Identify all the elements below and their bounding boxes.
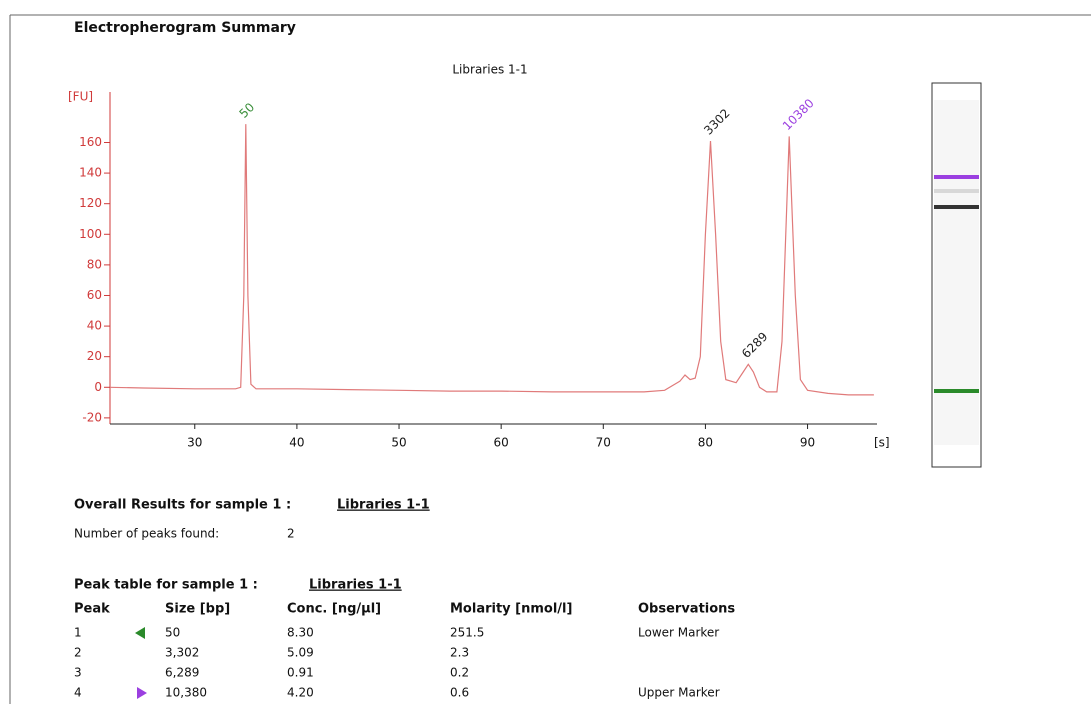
x-tick-label: 30 <box>187 436 202 450</box>
y-tick-label: 40 <box>87 319 102 333</box>
x-tick-label: 40 <box>289 436 304 450</box>
y-axis-label: [FU] <box>68 90 93 104</box>
y-tick-label: 20 <box>87 349 102 363</box>
peak-label: 3302 <box>701 106 732 137</box>
column-header: Peak <box>74 602 110 617</box>
column-header: Observations <box>638 602 735 617</box>
page: Electropherogram Summary Libraries 1-1 O… <box>0 0 1091 704</box>
table-cell: 0.2 <box>450 666 469 680</box>
x-axis-label: [s] <box>874 436 890 450</box>
x-tick-label: 70 <box>596 436 611 450</box>
peaks-value: 2 <box>287 527 295 541</box>
overall-heading: Overall Results for sample 1 : <box>74 498 291 513</box>
table-sample: Libraries 1-1 <box>309 578 402 593</box>
table-cell: 2 <box>74 646 82 660</box>
column-header: Conc. [ng/µl] <box>287 602 381 617</box>
table-cell: 2.3 <box>450 646 469 660</box>
column-header: Size [bp] <box>165 602 230 617</box>
table-cell: 8.30 <box>287 626 314 640</box>
peaks-label: Number of peaks found: <box>74 527 219 541</box>
table-cell: 6,289 <box>165 666 199 680</box>
chart-title: Libraries 1-1 <box>452 63 527 77</box>
x-tick-label: 80 <box>698 436 713 450</box>
table-cell: 0.6 <box>450 686 469 700</box>
column-header: Molarity [nmol/l] <box>450 602 572 617</box>
page-title: Electropherogram Summary <box>74 20 296 36</box>
x-tick-label: 50 <box>391 436 406 450</box>
y-tick-label: 160 <box>79 135 102 149</box>
peak-label: 6289 <box>739 329 770 360</box>
y-tick-label: 80 <box>87 257 102 271</box>
gel-lane <box>932 83 981 467</box>
table-cell: Upper Marker <box>638 686 720 700</box>
y-tick-label: 60 <box>87 288 102 302</box>
y-tick-label: 0 <box>94 380 102 394</box>
y-tick-label: -20 <box>82 410 102 424</box>
table-cell: 1 <box>74 626 82 640</box>
x-tick-label: 90 <box>800 436 815 450</box>
upper-marker-icon <box>137 687 147 699</box>
x-tick-label: 60 <box>494 436 509 450</box>
y-tick-label: 140 <box>79 166 102 180</box>
table-cell: 0.91 <box>287 666 314 680</box>
table-cell: 4.20 <box>287 686 314 700</box>
peak-label: 50 <box>237 100 258 121</box>
lower-marker-icon <box>135 627 145 639</box>
table-cell: 4 <box>74 686 82 700</box>
y-tick-label: 100 <box>79 227 102 241</box>
table-cell: 10,380 <box>165 686 207 700</box>
table-cell: 3,302 <box>165 646 199 660</box>
table-cell: Lower Marker <box>638 626 719 640</box>
table-cell: 50 <box>165 626 180 640</box>
y-tick-label: 120 <box>79 196 102 210</box>
peak-label: 10380 <box>780 96 817 133</box>
trace <box>110 124 874 395</box>
overall-sample: Libraries 1-1 <box>337 498 430 513</box>
table-cell: 5.09 <box>287 646 314 660</box>
table-heading: Peak table for sample 1 : <box>74 578 258 593</box>
table-cell: 251.5 <box>450 626 484 640</box>
table-cell: 3 <box>74 666 82 680</box>
